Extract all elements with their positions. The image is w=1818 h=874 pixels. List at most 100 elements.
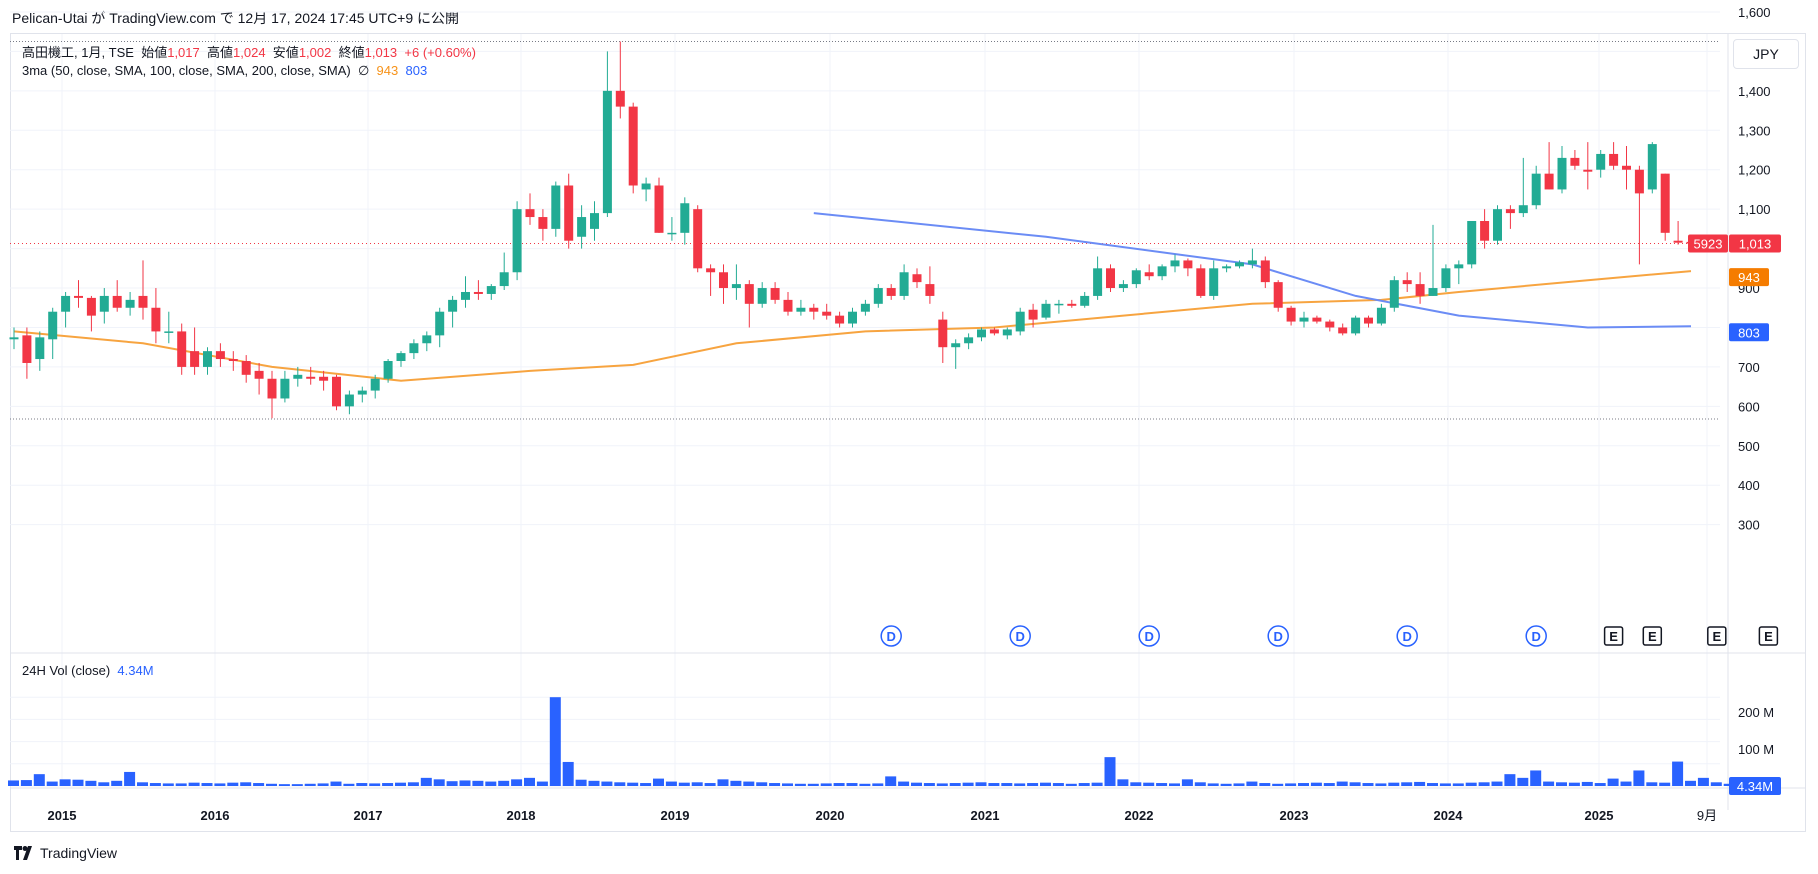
volume-bar: [820, 783, 832, 786]
volume-bar: [743, 781, 755, 786]
chart-frame: [10, 33, 1806, 832]
volume-bar: [975, 782, 987, 786]
candle-body: [525, 209, 535, 218]
candle-body: [151, 307, 161, 332]
footer-brand-text: TradingView: [40, 845, 118, 861]
candle-body: [667, 232, 677, 235]
volume-bar: [1439, 783, 1451, 786]
volume-bar: [1001, 783, 1013, 786]
volume-bar: [1065, 783, 1077, 786]
candle-body: [370, 378, 380, 391]
candle-body: [1467, 220, 1477, 265]
candle-body: [1480, 220, 1490, 241]
candle-body: [719, 272, 728, 289]
time-tick-label: 2021: [971, 808, 1000, 823]
candle-body: [1428, 288, 1438, 296]
event-marker-label: E: [1712, 629, 1721, 644]
earnings-marker: [1603, 626, 1624, 646]
price-tick-label: 1,100: [1738, 202, 1771, 217]
candle-body: [254, 370, 264, 379]
price-tick-label: 600: [1738, 399, 1760, 414]
published-line: Pelican-Utai が TradingView.com で 12月 17,…: [12, 10, 460, 26]
volume-bar: [794, 783, 806, 786]
candle-body: [590, 213, 599, 229]
candle-body: [383, 361, 393, 379]
candle-body: [306, 376, 316, 379]
candle-body: [1093, 268, 1103, 296]
axes: 3004005006007008009001,1001,2001,3001,40…: [48, 5, 1775, 823]
candle-body: [22, 335, 32, 363]
volume-bars: [8, 697, 1735, 786]
candle-body: [1389, 280, 1399, 308]
candle-body: [203, 351, 212, 367]
currency-button[interactable]: JPY: [1733, 39, 1799, 69]
volume-bar: [859, 783, 871, 786]
low-label: 安値: [272, 45, 299, 60]
symbol-name: 高田機工, 1月, TSE: [22, 45, 134, 60]
candle-body: [177, 331, 187, 367]
volume-bar: [1375, 783, 1387, 786]
volume-bar: [756, 782, 768, 786]
volume-bar: [575, 779, 587, 786]
candle-body: [899, 272, 909, 296]
volume-bar: [266, 783, 277, 786]
last-price-badge-label: 1,013: [1739, 236, 1772, 251]
candle-body: [1364, 317, 1373, 324]
ma-legend: 3ma (50, close, SMA, 100, close, SMA, 20…: [22, 63, 427, 79]
time-tick-label: 2022: [1125, 808, 1154, 823]
candle-body: [99, 295, 109, 312]
volume-bar: [898, 781, 910, 786]
candle-body: [1235, 262, 1244, 267]
candle-body: [473, 291, 483, 294]
candle-body: [267, 378, 277, 399]
volume-tick-label: 100 M: [1738, 742, 1774, 757]
volume-bar: [1233, 783, 1245, 786]
grid-lines: [10, 11, 1805, 810]
candle-body: [48, 311, 58, 340]
candle-body: [1273, 282, 1283, 308]
volume-bar: [446, 781, 458, 786]
candle-body: [1170, 260, 1180, 267]
candle-body: [1376, 307, 1386, 324]
volume-bar: [498, 780, 510, 786]
volume-bar: [1169, 783, 1180, 786]
volume-bar: [1581, 781, 1593, 786]
candle-body: [1325, 321, 1335, 328]
volume-bar: [162, 783, 174, 786]
volume-bar: [665, 781, 677, 786]
volume-bar: [278, 784, 290, 786]
event-marker-label: D: [1274, 629, 1283, 644]
candle-body: [1544, 173, 1554, 190]
candle-body: [448, 299, 458, 312]
ma100-badge-bg: [1729, 323, 1769, 342]
volume-bar: [1620, 781, 1632, 786]
candle-body: [241, 361, 251, 375]
volume-bar: [807, 783, 819, 786]
time-tick-label: 9月: [1697, 808, 1717, 823]
volume-bar: [1130, 782, 1142, 786]
footer-brand[interactable]: TradingView: [14, 845, 117, 861]
candle-body: [1299, 317, 1309, 322]
event-marker-label: D: [1403, 629, 1412, 644]
volume-bar: [640, 783, 652, 786]
candle-body: [680, 203, 690, 233]
time-tick-label: 2020: [816, 808, 845, 823]
candle-body: [512, 209, 522, 273]
candle-body: [964, 337, 974, 344]
volume-bar: [1685, 780, 1696, 786]
candles: [9, 41, 1696, 419]
volume-bar: [111, 780, 123, 786]
candle-body: [654, 185, 664, 233]
candle-body: [744, 284, 754, 304]
ma-na: ∅: [357, 63, 370, 78]
volume-bar: [1156, 783, 1168, 786]
candle-body: [757, 288, 767, 304]
candle-body: [770, 288, 780, 300]
dividend-marker: [1267, 625, 1289, 647]
range-lines: [10, 41, 1720, 420]
candle-body: [1493, 209, 1502, 241]
candle-body: [293, 374, 303, 379]
volume-bar: [1414, 781, 1426, 786]
candle-body: [1054, 303, 1064, 306]
